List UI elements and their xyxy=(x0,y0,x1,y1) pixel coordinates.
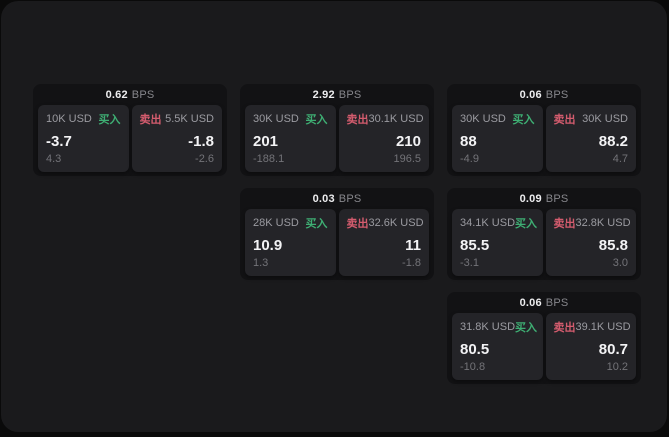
panels-row: 10K USD 买入 -3.7 4.3 卖出 5.5K USD -1.8 -2.… xyxy=(38,105,222,172)
bps-unit-label: BPS xyxy=(545,88,569,101)
sell-size-label: 32.6K USD xyxy=(368,217,424,229)
buy-badge: 买入 xyxy=(98,114,121,126)
buy-price: 201 xyxy=(253,133,279,150)
sell-panel[interactable]: 卖出 32.6K USD 11 -1.8 xyxy=(338,209,429,276)
sell-price: 85.8 xyxy=(598,237,628,254)
panels-row: 30K USD 买入 201 -188.1 卖出 30.1K USD 210 1… xyxy=(245,105,429,172)
buy-badge: 买入 xyxy=(305,114,328,126)
bps-unit-label: BPS xyxy=(131,88,155,101)
card-header: 0.06 BPS xyxy=(452,292,636,313)
buy-panel[interactable]: 10K USD 买入 -3.7 4.3 xyxy=(38,105,129,172)
buy-size-label: 10K USD xyxy=(46,113,92,125)
sell-panel[interactable]: 卖出 30.1K USD 210 196.5 xyxy=(338,105,429,172)
bps-value: 0.09 xyxy=(519,192,542,205)
card-header: 0.06 BPS xyxy=(452,84,636,105)
buy-size-label: 28K USD xyxy=(253,217,299,229)
buy-panel[interactable]: 28K USD 买入 10.9 1.3 xyxy=(245,209,336,276)
card-header: 2.92 BPS xyxy=(245,84,429,105)
sell-price: -1.8 xyxy=(188,133,214,150)
sell-price: 88.2 xyxy=(598,133,628,150)
card-header: 0.62 BPS xyxy=(38,84,222,105)
sell-badge: 卖出 xyxy=(553,218,576,230)
buy-delta: -3.1 xyxy=(460,257,479,269)
buy-panel[interactable]: 30K USD 买入 201 -188.1 xyxy=(245,105,336,172)
bps-unit-label: BPS xyxy=(338,88,362,101)
quote-card: 0.06 BPS 31.8K USD 买入 80.5 -10.8 卖出 39.1… xyxy=(447,292,641,384)
buy-panel[interactable]: 30K USD 买入 88 -4.9 xyxy=(452,105,543,172)
bps-value: 0.03 xyxy=(312,192,335,205)
buy-delta: -4.9 xyxy=(460,153,479,165)
quote-card: 0.03 BPS 28K USD 买入 10.9 1.3 卖出 32.6K US… xyxy=(240,188,434,280)
sell-badge: 卖出 xyxy=(346,114,369,126)
bps-value: 0.06 xyxy=(519,88,542,101)
bps-value: 2.92 xyxy=(312,88,335,101)
buy-badge: 买入 xyxy=(515,218,538,230)
sell-size-label: 30K USD xyxy=(582,113,628,125)
buy-price: 80.5 xyxy=(460,341,490,358)
bps-unit-label: BPS xyxy=(338,192,362,205)
quote-card: 0.09 BPS 34.1K USD 买入 85.5 -3.1 卖出 32.8K… xyxy=(447,188,641,280)
sell-panel[interactable]: 卖出 32.8K USD 85.8 3.0 xyxy=(545,209,636,276)
sell-badge: 卖出 xyxy=(139,114,162,126)
sell-delta: -1.8 xyxy=(402,257,421,269)
buy-delta: -10.8 xyxy=(460,361,486,373)
buy-price: 88 xyxy=(460,133,477,150)
card-header: 0.03 BPS xyxy=(245,188,429,209)
buy-delta: 1.3 xyxy=(253,257,269,269)
buy-delta: -188.1 xyxy=(253,153,285,165)
buy-price: -3.7 xyxy=(46,133,72,150)
buy-size-label: 31.8K USD xyxy=(460,321,516,333)
sell-size-label: 5.5K USD xyxy=(165,113,214,125)
card-header: 0.09 BPS xyxy=(452,188,636,209)
sell-size-label: 32.8K USD xyxy=(575,217,631,229)
panels-row: 34.1K USD 买入 85.5 -3.1 卖出 32.8K USD 85.8… xyxy=(452,209,636,276)
panels-row: 28K USD 买入 10.9 1.3 卖出 32.6K USD 11 -1.8 xyxy=(245,209,429,276)
sell-size-label: 39.1K USD xyxy=(575,321,631,333)
sell-panel[interactable]: 卖出 5.5K USD -1.8 -2.6 xyxy=(131,105,222,172)
buy-size-label: 30K USD xyxy=(460,113,506,125)
sell-badge: 卖出 xyxy=(346,218,369,230)
panels-row: 30K USD 买入 88 -4.9 卖出 30K USD 88.2 4.7 xyxy=(452,105,636,172)
buy-badge: 买入 xyxy=(512,114,535,126)
buy-price: 85.5 xyxy=(460,237,490,254)
buy-price: 10.9 xyxy=(253,237,283,254)
quote-card: 0.62 BPS 10K USD 买入 -3.7 4.3 卖出 5.5K USD… xyxy=(33,84,227,176)
sell-size-label: 30.1K USD xyxy=(368,113,424,125)
sell-panel[interactable]: 卖出 39.1K USD 80.7 10.2 xyxy=(545,313,636,380)
buy-size-label: 34.1K USD xyxy=(460,217,516,229)
sell-delta: 4.7 xyxy=(612,153,628,165)
bps-unit-label: BPS xyxy=(545,192,569,205)
sell-badge: 卖出 xyxy=(553,114,576,126)
buy-badge: 买入 xyxy=(305,218,328,230)
bps-value: 0.06 xyxy=(519,296,542,309)
bps-unit-label: BPS xyxy=(545,296,569,309)
sell-price: 80.7 xyxy=(598,341,628,358)
sell-delta: 3.0 xyxy=(612,257,628,269)
buy-size-label: 30K USD xyxy=(253,113,299,125)
sell-delta: 196.5 xyxy=(393,153,421,165)
buy-panel[interactable]: 34.1K USD 买入 85.5 -3.1 xyxy=(452,209,543,276)
sell-delta: -2.6 xyxy=(195,153,214,165)
buy-delta: 4.3 xyxy=(46,153,62,165)
buy-panel[interactable]: 31.8K USD 买入 80.5 -10.8 xyxy=(452,313,543,380)
bps-value: 0.62 xyxy=(105,88,128,101)
sell-price: 210 xyxy=(395,133,421,150)
sell-badge: 卖出 xyxy=(553,322,576,334)
sell-panel[interactable]: 卖出 30K USD 88.2 4.7 xyxy=(545,105,636,172)
quote-card: 2.92 BPS 30K USD 买入 201 -188.1 卖出 30.1K … xyxy=(240,84,434,176)
cards-grid: 0.62 BPS 10K USD 买入 -3.7 4.3 卖出 5.5K USD… xyxy=(33,84,641,384)
buy-badge: 买入 xyxy=(515,322,538,334)
sell-delta: 10.2 xyxy=(606,361,628,373)
panels-row: 31.8K USD 买入 80.5 -10.8 卖出 39.1K USD 80.… xyxy=(452,313,636,380)
sell-price: 11 xyxy=(405,237,421,254)
quote-card: 0.06 BPS 30K USD 买入 88 -4.9 卖出 30K USD 8… xyxy=(447,84,641,176)
